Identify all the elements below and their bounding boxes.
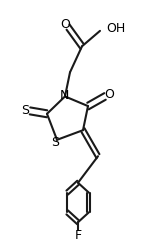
Text: S: S xyxy=(22,104,30,117)
Text: OH: OH xyxy=(106,22,125,35)
Text: O: O xyxy=(105,88,114,100)
Text: F: F xyxy=(74,228,82,241)
Text: O: O xyxy=(60,18,70,31)
Text: N: N xyxy=(60,89,69,102)
Text: S: S xyxy=(52,136,60,149)
